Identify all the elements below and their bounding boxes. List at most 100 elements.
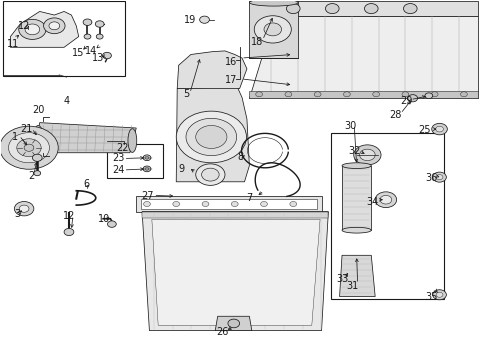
Ellipse shape bbox=[33, 126, 43, 150]
Text: 24: 24 bbox=[112, 165, 124, 175]
Text: 20: 20 bbox=[33, 105, 45, 115]
Circle shape bbox=[49, 22, 60, 30]
Polygon shape bbox=[176, 87, 249, 182]
Text: 1: 1 bbox=[12, 132, 19, 142]
Circle shape bbox=[172, 202, 179, 207]
Circle shape bbox=[25, 24, 40, 35]
Text: 9: 9 bbox=[178, 164, 184, 174]
Polygon shape bbox=[142, 212, 328, 330]
Circle shape bbox=[460, 92, 467, 97]
Circle shape bbox=[325, 4, 338, 14]
Circle shape bbox=[19, 205, 29, 212]
Circle shape bbox=[435, 126, 443, 132]
Text: 2: 2 bbox=[28, 171, 34, 181]
Polygon shape bbox=[142, 212, 328, 218]
Text: 21: 21 bbox=[20, 124, 32, 134]
Polygon shape bbox=[10, 12, 79, 47]
Bar bbox=[107, 144, 162, 178]
Circle shape bbox=[96, 34, 103, 39]
Circle shape bbox=[24, 144, 34, 151]
Bar bbox=[3, 1, 125, 76]
Text: 10: 10 bbox=[98, 215, 110, 224]
Text: 19: 19 bbox=[183, 15, 196, 26]
Circle shape bbox=[424, 93, 432, 99]
Circle shape bbox=[32, 154, 42, 161]
Circle shape bbox=[227, 319, 239, 328]
Circle shape bbox=[143, 155, 151, 161]
Text: 13: 13 bbox=[92, 53, 104, 63]
Circle shape bbox=[403, 4, 416, 14]
Text: 18: 18 bbox=[250, 37, 262, 47]
Circle shape bbox=[286, 4, 300, 14]
Text: 32: 32 bbox=[348, 146, 360, 156]
Polygon shape bbox=[215, 316, 251, 330]
Circle shape bbox=[431, 123, 447, 135]
Circle shape bbox=[0, 126, 58, 169]
Polygon shape bbox=[249, 16, 477, 98]
Circle shape bbox=[195, 126, 226, 148]
Text: 5: 5 bbox=[183, 89, 189, 99]
Text: 7: 7 bbox=[246, 193, 252, 203]
Text: 29: 29 bbox=[399, 96, 412, 106]
Text: 34: 34 bbox=[366, 197, 378, 207]
Text: 23: 23 bbox=[112, 153, 124, 163]
Polygon shape bbox=[141, 199, 316, 209]
Circle shape bbox=[102, 52, 111, 59]
Circle shape bbox=[231, 202, 238, 207]
Circle shape bbox=[407, 95, 417, 102]
Text: 25: 25 bbox=[418, 125, 430, 135]
Circle shape bbox=[95, 21, 104, 27]
Circle shape bbox=[19, 19, 46, 40]
Text: 27: 27 bbox=[142, 191, 154, 201]
Circle shape bbox=[8, 133, 49, 163]
Text: 33: 33 bbox=[335, 274, 347, 284]
Circle shape bbox=[364, 4, 377, 14]
Circle shape bbox=[285, 92, 291, 97]
Circle shape bbox=[359, 149, 374, 161]
Circle shape bbox=[432, 290, 446, 300]
Text: 14: 14 bbox=[84, 46, 97, 56]
Circle shape bbox=[34, 171, 41, 176]
Circle shape bbox=[379, 195, 391, 204]
Circle shape bbox=[14, 202, 34, 216]
Text: 36: 36 bbox=[424, 173, 436, 183]
Circle shape bbox=[343, 92, 349, 97]
Circle shape bbox=[289, 202, 296, 207]
Circle shape bbox=[374, 192, 396, 208]
Circle shape bbox=[202, 202, 208, 207]
Circle shape bbox=[185, 118, 236, 156]
Circle shape bbox=[353, 145, 380, 165]
Ellipse shape bbox=[341, 163, 370, 168]
Circle shape bbox=[195, 164, 224, 185]
Polygon shape bbox=[273, 1, 477, 16]
Text: 15: 15 bbox=[71, 48, 84, 58]
Circle shape bbox=[201, 168, 219, 181]
Circle shape bbox=[43, 18, 65, 34]
Circle shape bbox=[432, 172, 446, 182]
Ellipse shape bbox=[128, 129, 137, 152]
Text: 4: 4 bbox=[63, 96, 69, 106]
Circle shape bbox=[199, 16, 209, 23]
Text: 17: 17 bbox=[224, 75, 237, 85]
Circle shape bbox=[264, 23, 281, 36]
Circle shape bbox=[143, 166, 151, 172]
Circle shape bbox=[372, 92, 379, 97]
Ellipse shape bbox=[341, 227, 370, 233]
Polygon shape bbox=[341, 166, 370, 230]
Text: 11: 11 bbox=[7, 39, 19, 49]
Polygon shape bbox=[249, 1, 298, 58]
Circle shape bbox=[145, 156, 149, 159]
Circle shape bbox=[143, 202, 150, 207]
Circle shape bbox=[401, 92, 408, 97]
Circle shape bbox=[145, 167, 149, 170]
Circle shape bbox=[435, 292, 442, 297]
Circle shape bbox=[84, 34, 91, 39]
Circle shape bbox=[314, 92, 321, 97]
Circle shape bbox=[176, 111, 246, 163]
Circle shape bbox=[255, 92, 262, 97]
Polygon shape bbox=[136, 196, 321, 212]
Polygon shape bbox=[177, 51, 246, 89]
Text: 12: 12 bbox=[18, 21, 30, 31]
Text: 16: 16 bbox=[225, 57, 237, 67]
Text: 26: 26 bbox=[216, 327, 228, 337]
